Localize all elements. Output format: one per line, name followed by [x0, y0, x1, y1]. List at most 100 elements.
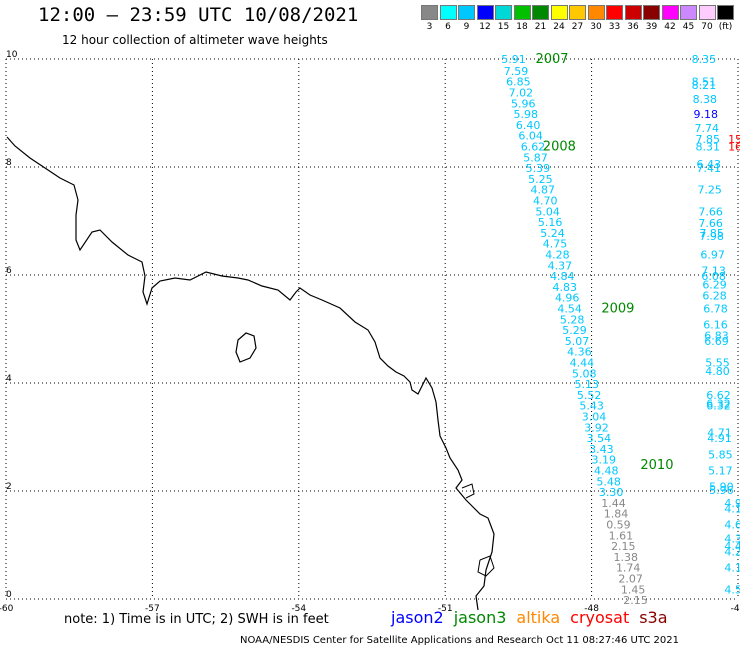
legend-label: 33 [608, 22, 621, 32]
wave-height-value: 6.32 [706, 398, 731, 411]
wave-height-value: 1.74 [616, 562, 641, 575]
wave-height-value: 6.78 [703, 302, 728, 315]
y-tick-label: 10 [6, 50, 18, 60]
legend-label: 6 [445, 22, 451, 32]
wave-height-value: 0.59 [606, 518, 631, 531]
wave-height-value: 1.44 [601, 497, 626, 510]
wave-height-value: 4.91 [707, 432, 732, 445]
wave-height-value: 4.83 [553, 281, 578, 294]
island-small-path [461, 483, 475, 499]
wave-height-value: 4.54 [557, 302, 582, 315]
legend-swatch [717, 5, 734, 20]
wave-height-value: 3.92 [584, 421, 609, 434]
wave-height-value: 5.52 [577, 389, 602, 402]
wave-height-value: 5.85 [708, 448, 733, 461]
legend-label: 36 [627, 22, 639, 32]
y-tick-label: 4 [6, 374, 12, 384]
wave-height-value: 6.40 [516, 119, 541, 132]
wave-height-value: 5.29 [562, 324, 587, 337]
wave-height-value: 6.16 [703, 319, 728, 332]
wave-height-value: 5.17 [708, 464, 733, 477]
wave-height-value: 15 [728, 133, 740, 146]
time-label: 2010 [640, 458, 673, 473]
wave-height-value: 4.75 [543, 238, 568, 251]
wave-height-value: 5.91 [501, 53, 526, 66]
wave-height-value: 4.5 [724, 583, 740, 596]
island-small-path-2 [477, 555, 495, 577]
x-tick-label: -60 [0, 604, 14, 614]
wave-height-value: 4.4 [724, 540, 740, 553]
wave-height-value: 2.07 [618, 572, 643, 585]
wave-height-value: 4.96 [555, 292, 580, 305]
x-tick-label: -57 [145, 604, 160, 614]
wave-height-value: 3.19 [592, 454, 617, 467]
wave-height-value: 6.83 [704, 329, 729, 342]
wave-height-value: 9.18 [694, 108, 719, 121]
legend-swatch [513, 5, 531, 20]
time-label: 2009 [601, 301, 634, 316]
wave-height-value: 6.62 [521, 140, 546, 153]
wave-height-value: 4.36 [567, 346, 592, 359]
legend-label: 9 [463, 22, 470, 32]
wave-height-value: 5.08 [572, 367, 597, 380]
wave-height-value: 5.87 [523, 151, 548, 164]
legend-label: 18 [516, 22, 528, 32]
wave-height-value: 4.71 [707, 427, 732, 440]
legend-swatch [569, 5, 586, 20]
wave-height-value: 5.90 [709, 481, 734, 494]
legend-swatch [624, 5, 642, 20]
legend-label: 24 [553, 22, 565, 32]
wave-height-value: 4.44 [570, 356, 595, 369]
legend-label: 27 [571, 22, 584, 32]
time-label: 2008 [543, 139, 576, 154]
legend-swatch [661, 5, 679, 20]
wave-height-value: 2.15 [611, 540, 636, 553]
page-title: 12:00 – 23:59 UTC 10/08/2021 [38, 4, 359, 26]
wave-height-value: 4.1 [724, 562, 740, 575]
legend-label: 39 [645, 22, 658, 32]
legend-swatch [495, 5, 512, 20]
wave-height-value: 5.48 [596, 475, 621, 488]
wave-height-value: 3.04 [582, 410, 607, 423]
legend-label: 42 [664, 22, 676, 32]
x-tick-label: -48 [584, 604, 599, 614]
wave-height-value: 8.31 [695, 140, 720, 153]
island-path [235, 332, 257, 363]
wave-height-value: 4.2 [724, 545, 740, 558]
x-tick-label: -54 [291, 604, 306, 614]
wave-height-value: 5.96 [511, 97, 536, 110]
wave-height-value: 4.37 [548, 259, 573, 272]
wave-height-value: 7.98 [699, 230, 724, 243]
legend-label: 12 [479, 22, 491, 32]
wave-height-value: 6.85 [506, 76, 531, 89]
legend-swatch [643, 5, 660, 20]
wave-height-value: 1.84 [604, 508, 629, 521]
wave-height-value: 4.3 [724, 533, 740, 546]
legend-swatch [698, 5, 716, 20]
wave-height-value: 6.28 [702, 290, 727, 303]
legend-swatch [439, 5, 457, 20]
y-tick-label: 8 [6, 158, 12, 168]
satellite-legend: jason2 jason3 altika cryosat s3a [391, 608, 678, 627]
time-label: 2007 [535, 52, 568, 67]
wave-height-value: 5.55 [705, 356, 730, 369]
legend-label: 70 [701, 22, 713, 32]
legend-swatch [421, 5, 438, 20]
wave-height-value: 5.28 [560, 313, 585, 326]
wave-height-value: 7.13 [701, 265, 726, 278]
legend-label: (ft) [718, 22, 733, 32]
y-tick-label: 0 [6, 590, 12, 600]
wave-height-value: 3.54 [587, 432, 612, 445]
legend-label: 21 [534, 22, 547, 32]
wave-height-value: 7.74 [695, 122, 720, 135]
satellite-cryosat: cryosat [570, 608, 630, 627]
y-tick-label: 2 [6, 482, 12, 492]
wave-height-value: 7.02 [509, 86, 534, 99]
wave-height-value: 8.38 [693, 93, 718, 106]
wave-height-value: 1.61 [609, 529, 634, 542]
wave-height-value: 6.32 [706, 400, 731, 413]
satellite-jason2: jason2 [391, 608, 444, 627]
wave-height-value: 6.43 [696, 158, 721, 171]
wave-height-value: 8.51 [692, 76, 717, 89]
legend-swatch [587, 5, 605, 20]
